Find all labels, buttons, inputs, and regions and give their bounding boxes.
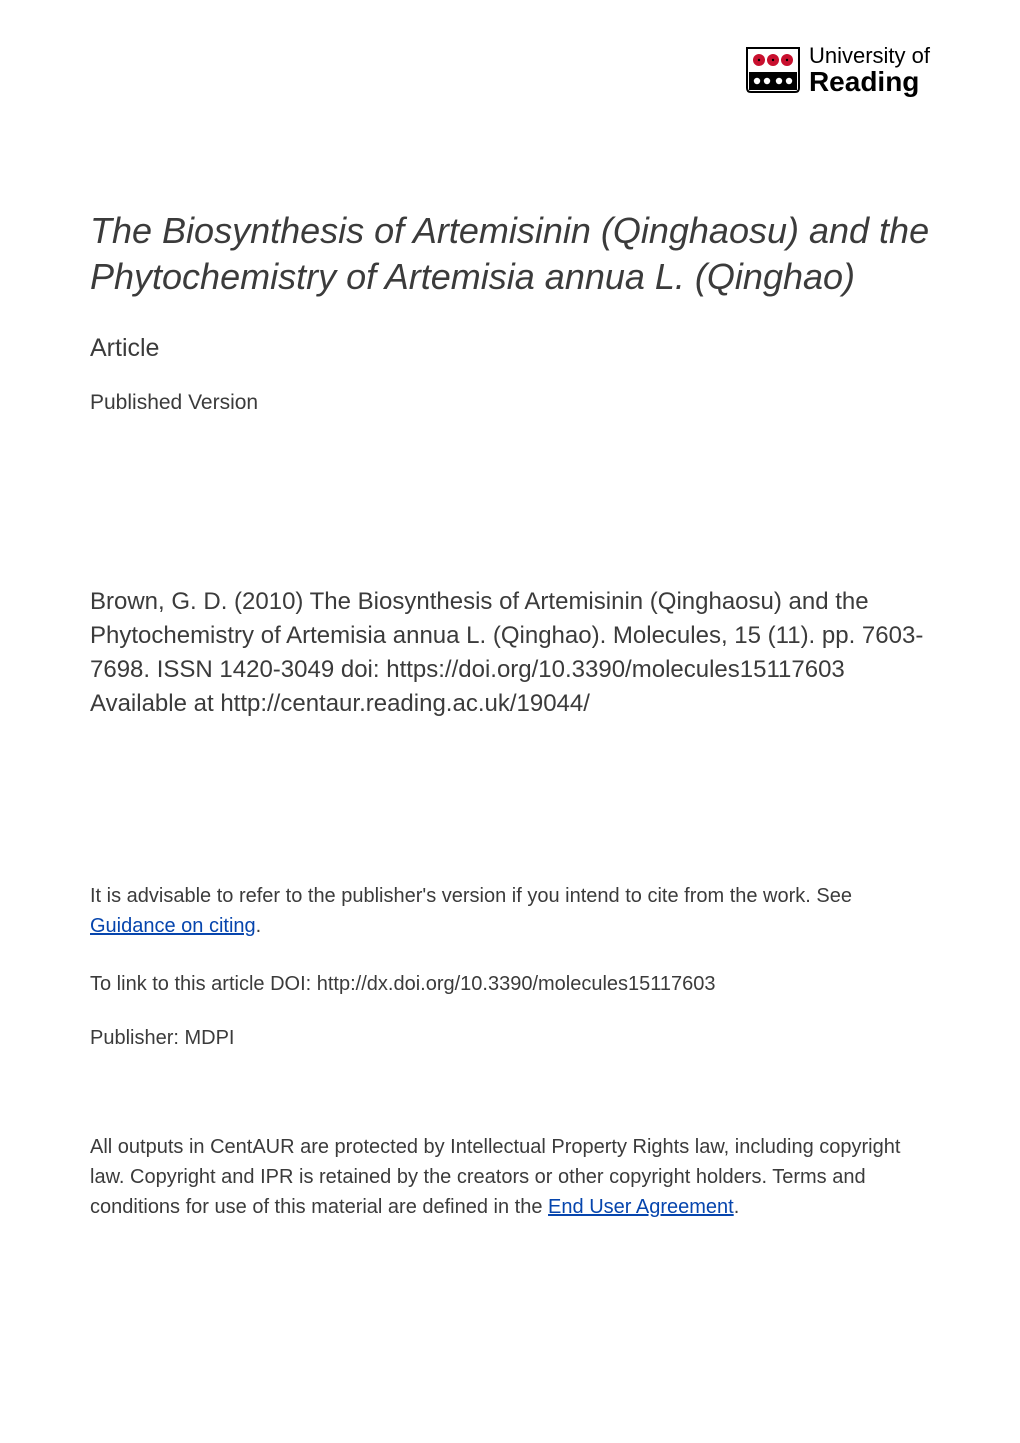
- article-type-label: Article: [90, 334, 930, 363]
- version-label: Published Version: [90, 391, 930, 415]
- guidance-on-citing-link[interactable]: Guidance on citing: [90, 915, 256, 937]
- university-logo: University of Reading: [745, 44, 930, 96]
- rights-suffix: .: [734, 1196, 740, 1218]
- logo-line-2: Reading: [809, 67, 930, 96]
- logo-line-1: University of: [809, 44, 930, 67]
- rights-text: All outputs in CentAUR are protected by …: [90, 1132, 930, 1222]
- logo-text: University of Reading: [809, 44, 930, 96]
- advisory-prefix: It is advisable to refer to the publishe…: [90, 885, 852, 907]
- publisher-line: Publisher: MDPI: [90, 1027, 930, 1050]
- citation-text: Brown, G. D. (2010) The Biosynthesis of …: [90, 585, 930, 721]
- advisory-text: It is advisable to refer to the publishe…: [90, 881, 930, 941]
- rights-prefix: All outputs in CentAUR are protected by …: [90, 1136, 900, 1218]
- end-user-agreement-link[interactable]: End User Agreement: [548, 1196, 734, 1218]
- shield-icon: [745, 46, 801, 94]
- document-title: The Biosynthesis of Artemisinin (Qinghao…: [90, 208, 930, 300]
- title-block: The Biosynthesis of Artemisinin (Qinghao…: [90, 208, 930, 300]
- page-root: University of Reading The Biosynthesis o…: [0, 0, 1020, 1443]
- advisory-suffix: .: [256, 915, 262, 937]
- doi-line: To link to this article DOI: http://dx.d…: [90, 969, 930, 999]
